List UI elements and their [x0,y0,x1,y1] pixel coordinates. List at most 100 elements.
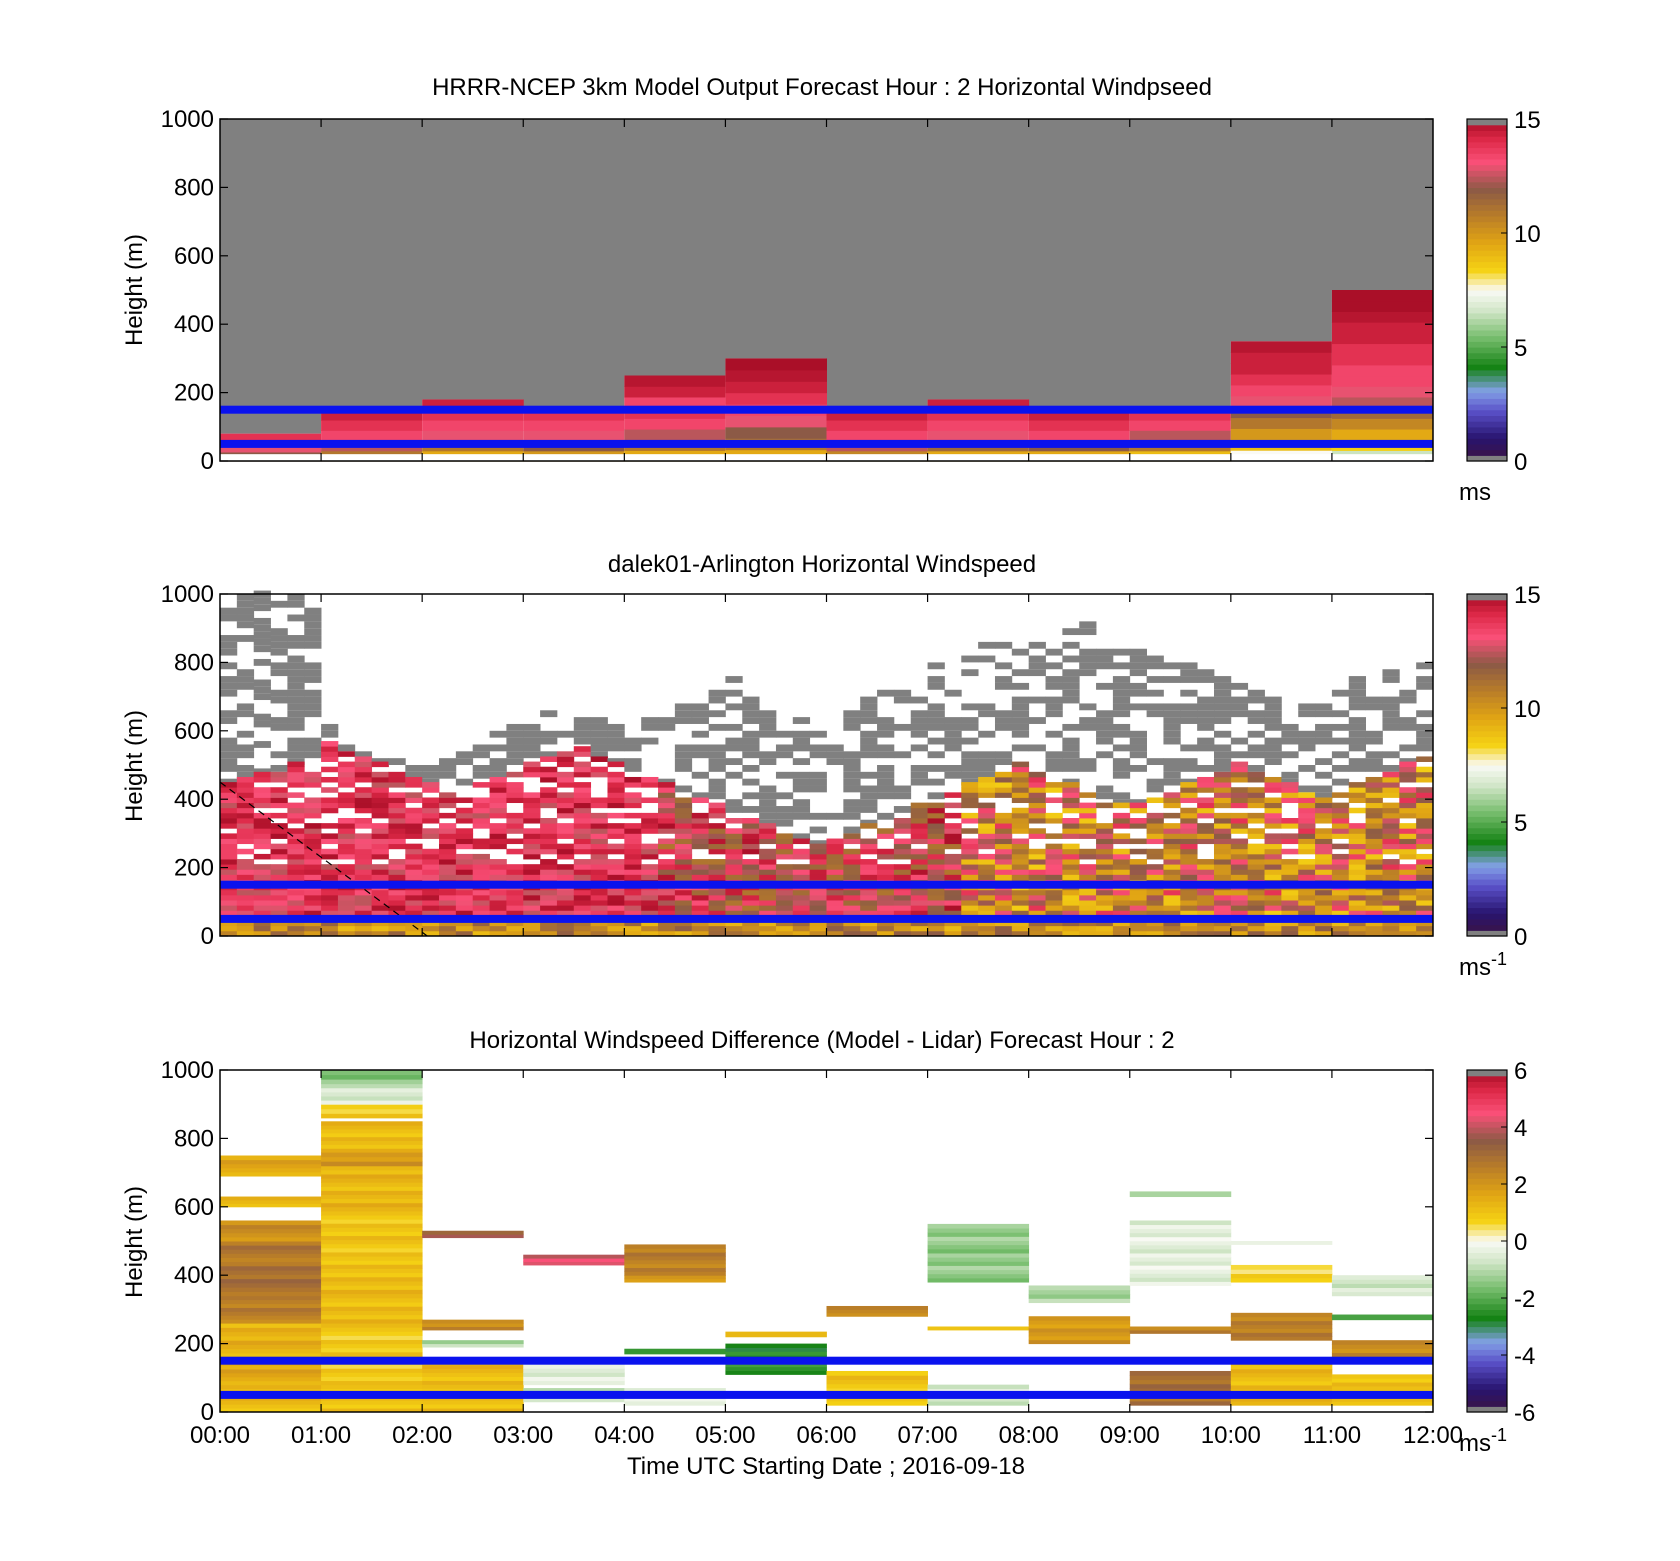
lidar-gate [1315,925,1333,932]
lidar-gate [1163,843,1181,850]
lidar-gate [354,900,373,906]
colorbar-segment [1467,890,1507,897]
lidar-gate [1382,717,1400,724]
lidar-gate [253,679,271,687]
difference-cell [1331,1275,1434,1280]
lidar-gate [708,843,726,850]
lidar-gate [759,925,777,932]
lidar-gate [304,737,322,745]
lidar-gate [910,730,928,738]
lidar-gate [1399,874,1417,880]
colorbar-segment [1467,307,1507,314]
colorbar-segment [1467,924,1507,931]
colorbar-segment [1467,793,1507,800]
lidar-gate [1315,900,1333,906]
y-tick-label: 0 [201,1399,214,1426]
model-cell [927,419,1030,431]
lidar-gate [304,676,322,683]
lidar-gate [321,833,339,839]
colorbar-segment [1467,599,1507,606]
lidar-gate [472,853,490,860]
lidar-gate [1129,920,1147,927]
lidar-gate [304,853,322,860]
lidar-gate [506,894,524,901]
lidar-gate [1096,751,1114,759]
lidar-gate [1079,833,1097,839]
lidar-gate [236,905,255,911]
lidar-gate [708,894,726,901]
colorbar-segment [1467,605,1507,612]
lidar-gate [1264,925,1282,932]
lidar-gate [691,910,709,916]
lidar-gate [1213,848,1232,855]
lidar-gate [506,792,524,798]
lidar-gate [455,843,474,850]
lidar-gate [590,910,608,916]
lidar-gate [1416,797,1434,804]
lidar-gate [405,889,423,896]
difference-cell [1230,1368,1333,1374]
difference-cell [321,1091,423,1097]
lidar-gate [1180,894,1198,901]
difference-cell [220,1335,322,1341]
lidar-gate [287,792,305,798]
lidar-gate [961,737,979,745]
lidar-gate [624,910,642,916]
lidar-gate [978,710,996,718]
lidar-gate [523,864,541,870]
lidar-gate [1096,838,1114,845]
lidar-gate [961,765,979,772]
lidar-gate [893,864,912,870]
lidar-gate [1062,641,1080,649]
lidar-gate [556,853,575,860]
lidar-gate [1129,751,1147,759]
lidar-gate [691,864,709,870]
difference-cell [927,1401,1030,1406]
lidar-gate [1213,864,1232,870]
lidar-gate [978,853,996,860]
lidar-gate [1348,848,1367,855]
colorbar-segment [1467,1121,1507,1128]
lidar-gate [1011,920,1030,927]
lidar-gate [1011,910,1030,916]
colorbar-segment [1467,455,1507,462]
difference-cell [321,1260,423,1265]
lidar-gate [220,910,238,916]
lidar-gate [1331,925,1350,932]
colorbar-segment [1467,896,1507,903]
lidar-gate [607,848,625,855]
lidar-gate [1028,669,1046,677]
colorbar-segment [1467,1109,1507,1117]
colorbar-segment [1467,1303,1507,1310]
lidar-gate [287,812,305,819]
lidar-gate [573,828,592,834]
lidar-gate [523,920,541,927]
lidar-gate [1264,838,1282,845]
lidar-gate [1096,859,1114,865]
lidar-gate [607,782,625,788]
lidar-gate [354,838,373,845]
lidar-gate [1129,900,1147,906]
lidar-gate [624,905,642,911]
lidar-gate [893,874,912,880]
x-tick-label: 11:00 [1303,1422,1361,1449]
lidar-gate [523,925,541,932]
lidar-gate [877,889,895,896]
lidar-gate [354,766,373,773]
lidar-gate [708,807,726,814]
lidar-gate [1028,869,1046,875]
lidar-gate [1298,828,1316,834]
lidar-gate [641,889,659,896]
lidar-gate [994,889,1013,896]
difference-cell [321,1235,423,1241]
model-cell [1230,341,1333,353]
lidar-gate [506,864,524,870]
lidar-gate [961,869,979,875]
lidar-gate [1096,785,1114,793]
model-cell [927,399,1030,411]
difference-cell [220,1159,322,1165]
lidar-gate [792,869,811,875]
lidar-gate [1399,812,1417,819]
lidar-gate [1011,710,1030,718]
difference-cell [321,1372,423,1377]
